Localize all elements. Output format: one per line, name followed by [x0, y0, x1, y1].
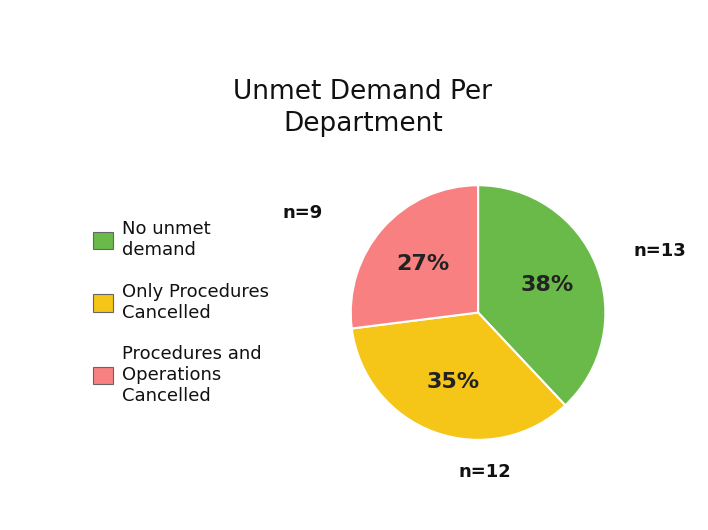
- Text: n=9: n=9: [282, 204, 323, 222]
- Wedge shape: [352, 313, 565, 440]
- Text: n=12: n=12: [458, 463, 510, 481]
- Wedge shape: [350, 186, 478, 329]
- Text: n=13: n=13: [634, 242, 686, 260]
- Text: Unmet Demand Per
Department: Unmet Demand Per Department: [234, 80, 492, 137]
- Text: 38%: 38%: [520, 276, 573, 295]
- Wedge shape: [478, 186, 605, 405]
- Text: 35%: 35%: [426, 372, 479, 392]
- Text: 27%: 27%: [396, 254, 450, 273]
- Legend: No unmet
demand, Only Procedures
Cancelled, Procedures and
Operations
Cancelled: No unmet demand, Only Procedures Cancell…: [86, 213, 276, 412]
